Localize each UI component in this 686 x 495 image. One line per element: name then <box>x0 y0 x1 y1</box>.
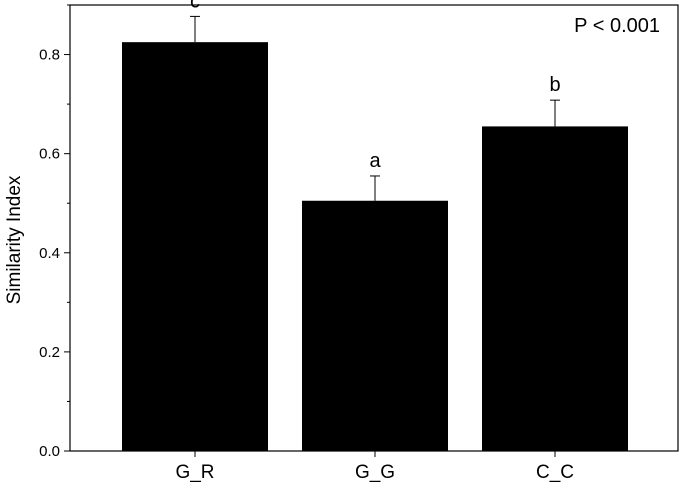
bar-c-c <box>482 126 628 452</box>
labels-layer: c G_R a G_G b C_C 0.0 0.2 0.4 0.6 0.8 <box>39 0 574 483</box>
x-tick-label-g-r: G_R <box>175 462 214 483</box>
significance-letter-c-c: b <box>549 74 560 96</box>
y-tick-label: 0.2 <box>39 344 60 361</box>
y-tick-label: 0.6 <box>39 146 60 163</box>
y-tick-label: 0.4 <box>39 245 60 262</box>
p-value-annotation: P < 0.001 <box>574 15 660 37</box>
significance-letter-g-g: a <box>369 150 381 172</box>
bar-g-g <box>302 200 448 451</box>
plot-frame <box>69 4 679 452</box>
y-tick-label: 0.8 <box>39 47 60 64</box>
error-bars-layer <box>190 15 560 201</box>
bars-layer <box>122 42 628 452</box>
plot-frame-layer <box>64 4 679 457</box>
bar-g-r <box>122 42 268 452</box>
significance-letter-g-r: c <box>190 0 200 12</box>
y-axis-title: Similarity Index <box>4 175 25 304</box>
y-tick-label: 0.0 <box>39 443 60 460</box>
x-tick-label-c-c: C_C <box>536 462 574 483</box>
x-tick-label-g-g: G_G <box>355 462 395 483</box>
